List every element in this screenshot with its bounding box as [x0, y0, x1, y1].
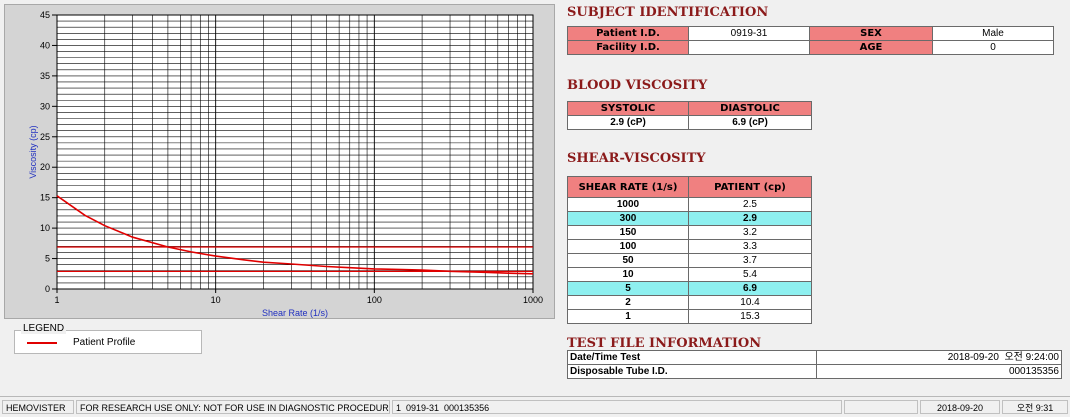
- legend-label: Patient Profile: [73, 337, 136, 348]
- table-row: 1 15.3: [567, 309, 812, 324]
- viscosity-chart-panel: 0 5 10 15 20 25 30 35 40 45 1 10 100 1000 Shear Rate (…: [4, 4, 555, 319]
- facility-id-value: [688, 40, 810, 55]
- y-tick-label: 0: [45, 284, 50, 294]
- tube-id-value: 000135356: [816, 364, 1062, 379]
- systolic-value: 2.9 (cP): [567, 115, 689, 130]
- status-research-notice: FOR RESEARCH USE ONLY: NOT FOR USE IN DI…: [76, 400, 390, 414]
- shear-viscosity-title: SHEAR-VISCOSITY: [567, 151, 706, 166]
- status-bar: HEMOVISTER FOR RESEARCH USE ONLY: NOT FO…: [0, 396, 1070, 417]
- subject-identification-title: SUBJECT IDENTIFICATION: [567, 5, 769, 20]
- table-row: 10 5.4: [567, 267, 812, 282]
- y-tick-label: 35: [40, 71, 50, 81]
- sex-value: Male: [932, 26, 1054, 41]
- patient-cp-cell: 10.4: [688, 295, 812, 310]
- patient-cp-cell: 15.3: [688, 309, 812, 324]
- test-file-table: Date/Time Test 2018-09-20 오전 9:24:00 Dis…: [567, 350, 1062, 379]
- blood-viscosity-table: SYSTOLIC DIASTOLIC 2.9 (cP) 6.9 (cP): [567, 101, 812, 130]
- legend-box: LEGEND Patient Profile: [14, 323, 202, 354]
- patient-cp-cell: 6.9: [688, 281, 812, 296]
- diastolic-label: DIASTOLIC: [688, 101, 812, 116]
- y-tick-label: 25: [40, 132, 50, 142]
- shear-viscosity-table: SHEAR RATE (1/s) PATIENT (cp) 1000 2.5 3…: [567, 176, 812, 324]
- y-tick-label: 45: [40, 10, 50, 20]
- status-empty-panel: [844, 400, 918, 414]
- datetime-label: Date/Time Test: [567, 350, 817, 365]
- shear-rate-cell: 300: [567, 211, 689, 226]
- series-line-patient-profile: [56, 195, 534, 275]
- diastolic-value: 6.9 (cP): [688, 115, 812, 130]
- legend-line-swatch: [27, 342, 57, 344]
- y-tick-label: 10: [40, 223, 50, 233]
- patient-cp-cell: 3.2: [688, 225, 812, 240]
- x-tick-label: 1: [54, 295, 59, 305]
- x-tick-label: 100: [367, 295, 382, 305]
- shear-rate-header: SHEAR RATE (1/s): [567, 176, 689, 198]
- systolic-label: SYSTOLIC: [567, 101, 689, 116]
- age-label: AGE: [809, 40, 933, 55]
- sex-label: SEX: [809, 26, 933, 41]
- blood-viscosity-title: BLOOD VISCOSITY: [567, 78, 708, 93]
- viscosity-chart: 0 5 10 15 20 25 30 35 40 45 1 10 100 1000 Shear Rate (…: [28, 10, 543, 318]
- patient-cp-cell: 3.7: [688, 253, 812, 268]
- y-tick-label: 15: [40, 193, 50, 203]
- datetime-value: 2018-09-20 오전 9:24:00: [816, 350, 1062, 365]
- legend-title: LEGEND: [21, 323, 67, 334]
- shear-rate-cell: 150: [567, 225, 689, 240]
- status-date: 2018-09-20: [920, 400, 1000, 414]
- table-row: 50 3.7: [567, 253, 812, 268]
- y-axis-title: Viscosity (cp): [28, 125, 38, 178]
- status-time: 오전 9:31: [1002, 400, 1068, 414]
- table-row-highlighted: 5 6.9: [567, 281, 812, 296]
- shear-rate-cell: 2: [567, 295, 689, 310]
- x-tick-label: 1000: [523, 295, 543, 305]
- patient-cp-cell: 5.4: [688, 267, 812, 282]
- patient-cp-cell: 3.3: [688, 239, 812, 254]
- x-axis-title: Shear Rate (1/s): [262, 308, 328, 318]
- y-tick-label: 30: [40, 101, 50, 111]
- y-tick-label: 40: [40, 40, 50, 50]
- status-app-name: HEMOVISTER: [2, 400, 74, 414]
- status-record: 1 0919-31 000135356: [392, 400, 842, 414]
- patient-cp-cell: 2.9: [688, 211, 812, 226]
- shear-rate-cell: 1: [567, 309, 689, 324]
- x-tick-label: 10: [211, 295, 221, 305]
- facility-id-label: Facility I.D.: [567, 40, 689, 55]
- tube-id-label: Disposable Tube I.D.: [567, 364, 817, 379]
- shear-rate-cell: 50: [567, 253, 689, 268]
- patient-id-label: Patient I.D.: [567, 26, 689, 41]
- patient-cp-header: PATIENT (cp): [688, 176, 812, 198]
- shear-rate-cell: 5: [567, 281, 689, 296]
- plot-area: [56, 14, 534, 290]
- table-row-highlighted: 300 2.9: [567, 211, 812, 226]
- y-tick-label: 5: [45, 254, 50, 264]
- subject-table: Patient I.D. 0919-31 SEX Male Facility I…: [567, 26, 1054, 55]
- table-row: 150 3.2: [567, 225, 812, 240]
- shear-rate-cell: 100: [567, 239, 689, 254]
- patient-id-value: 0919-31: [688, 26, 810, 41]
- age-value: 0: [932, 40, 1054, 55]
- shear-rate-cell: 10: [567, 267, 689, 282]
- table-row: 100 3.3: [567, 239, 812, 254]
- table-row: 1000 2.5: [567, 197, 812, 212]
- test-file-information-title: TEST FILE INFORMATION: [567, 336, 762, 351]
- table-row: 2 10.4: [567, 295, 812, 310]
- shear-rate-cell: 1000: [567, 197, 689, 212]
- patient-cp-cell: 2.5: [688, 197, 812, 212]
- y-tick-label: 20: [40, 162, 50, 172]
